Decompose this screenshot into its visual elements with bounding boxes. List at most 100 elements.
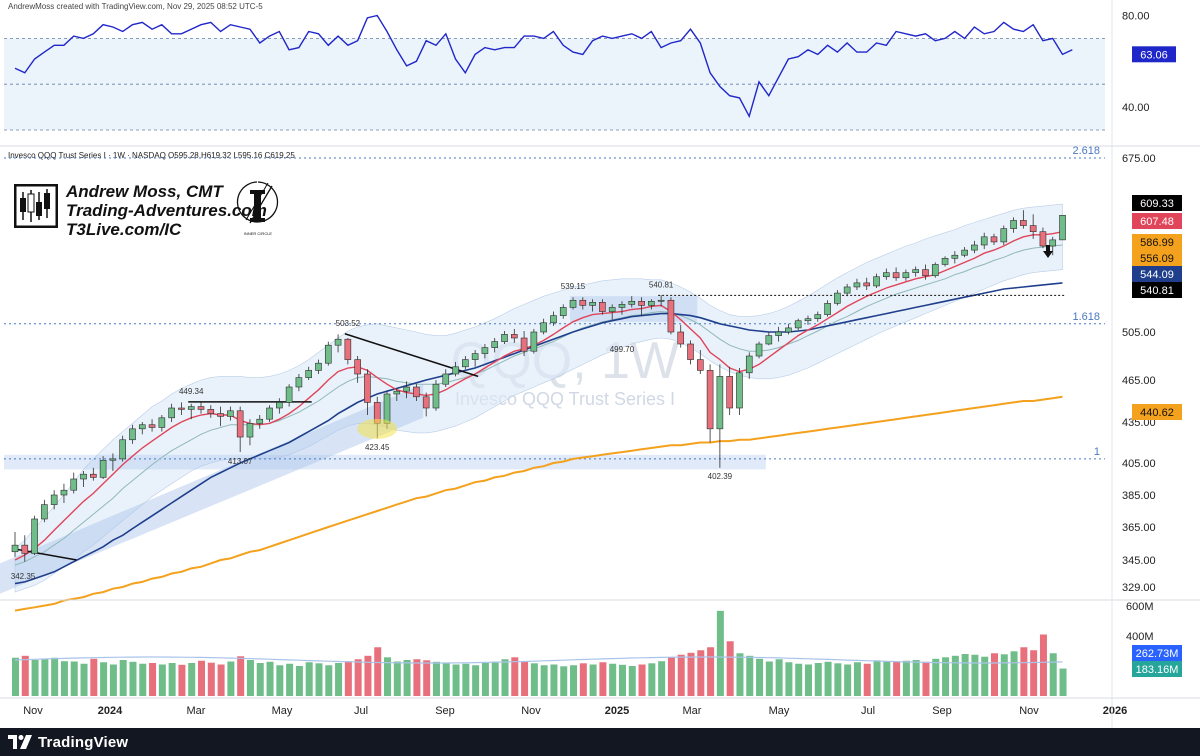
price-badge-label: 609.33 <box>1140 198 1174 210</box>
volume-bar <box>746 655 754 696</box>
time-tick-label: 2026 <box>1103 705 1127 717</box>
candle <box>540 318 547 335</box>
volume-bar <box>677 654 685 696</box>
price-tick-label: 345.00 <box>1122 555 1156 567</box>
support-box <box>4 454 766 470</box>
time-tick-label: May <box>769 705 790 717</box>
volume-bar <box>736 653 744 696</box>
volume-bar <box>795 663 803 696</box>
candle-body <box>364 373 371 403</box>
candle-body <box>873 276 880 287</box>
volume-bar <box>168 663 176 696</box>
volume-badge <box>1132 645 1182 661</box>
candle <box>716 364 724 468</box>
volume-bar <box>971 654 979 696</box>
candle <box>628 296 636 308</box>
candle-body <box>31 518 38 554</box>
candle-body <box>217 413 224 417</box>
candle <box>109 453 117 471</box>
price-annotation: 503.52 <box>336 319 361 328</box>
candle <box>187 403 195 420</box>
volume-bar <box>618 664 626 696</box>
candle <box>657 295 665 307</box>
branding: Andrew Moss, CMT Trading-Adventures.com … <box>14 181 284 242</box>
candle <box>520 330 528 356</box>
candle-body <box>138 424 146 430</box>
candle-body <box>530 331 538 352</box>
candle <box>589 299 596 312</box>
candle <box>677 324 685 348</box>
candle-body <box>324 344 332 364</box>
volume-ma-line <box>14 656 1063 664</box>
volume-bar <box>119 660 127 696</box>
candle-body <box>178 407 185 410</box>
candle-body <box>70 478 78 491</box>
price-tick-label: 329.00 <box>1122 582 1156 594</box>
candle <box>1049 236 1057 256</box>
rsi-tick-label: 40.00 <box>1122 102 1150 114</box>
candle <box>70 472 78 494</box>
tradingview-logo[interactable]: TradingView <box>8 734 128 751</box>
candle-body <box>187 406 195 410</box>
volume-bar <box>824 661 832 696</box>
candle-body <box>863 282 871 287</box>
candle-body <box>843 286 851 294</box>
volume-bar <box>246 660 254 696</box>
candle-body <box>119 439 126 460</box>
volume-bar <box>922 661 930 696</box>
fib-label: 1 <box>1094 446 1100 458</box>
candle-body <box>931 264 939 277</box>
volume-bar <box>707 647 715 696</box>
volume-bar <box>256 663 264 696</box>
price-annotation: 449.34 <box>179 387 204 396</box>
candle <box>99 456 107 479</box>
trend-channel <box>0 384 424 594</box>
candle <box>334 334 342 353</box>
candle <box>824 300 831 317</box>
volume-bar <box>198 660 206 696</box>
volume-bar <box>648 663 656 696</box>
candle-body <box>90 473 97 478</box>
candle <box>843 283 851 297</box>
volume-bar <box>364 655 372 696</box>
volume-bar <box>873 660 881 696</box>
candle <box>129 424 136 444</box>
candle-body <box>197 406 205 410</box>
candle-body <box>794 320 802 329</box>
volume-bar <box>765 661 773 696</box>
candle-body <box>1029 225 1037 232</box>
volume-bar <box>1000 654 1008 696</box>
time-tick-label: Mar <box>187 705 206 717</box>
time-tick-label: Nov <box>23 705 43 717</box>
price-tick-label: 405.00 <box>1122 458 1156 470</box>
candle <box>481 344 489 359</box>
volume-bar <box>560 666 568 696</box>
volume-badge-label: 183.16M <box>1136 664 1179 676</box>
volume-bar <box>902 660 910 696</box>
chart-canvas[interactable]: 80.00 40.00 63.06 Invesco QQQ Trust Series… <box>0 0 1200 728</box>
candle <box>158 415 166 432</box>
price-annotation: 423.45 <box>365 443 390 452</box>
candle <box>138 422 146 435</box>
candle <box>452 362 459 377</box>
candle <box>21 535 29 562</box>
price-badge <box>1132 195 1182 211</box>
candle-body <box>21 544 29 554</box>
candle-body <box>853 282 861 288</box>
candle-body <box>510 334 518 339</box>
ma-200-line <box>14 395 1063 612</box>
candle-body <box>481 347 489 354</box>
candle-body <box>285 386 293 403</box>
candle-body <box>168 407 175 419</box>
highlight-marker <box>357 418 398 439</box>
volume-bar <box>217 664 225 696</box>
volume-bar <box>227 661 235 696</box>
candle-body <box>961 249 968 256</box>
candle <box>178 402 185 415</box>
candle <box>755 341 763 359</box>
candle <box>775 326 782 342</box>
candle <box>696 350 704 374</box>
volume-bar <box>315 663 323 696</box>
candle-body <box>696 359 704 371</box>
credit-text: AndrewMoss created with TradingView.com,… <box>8 2 263 11</box>
